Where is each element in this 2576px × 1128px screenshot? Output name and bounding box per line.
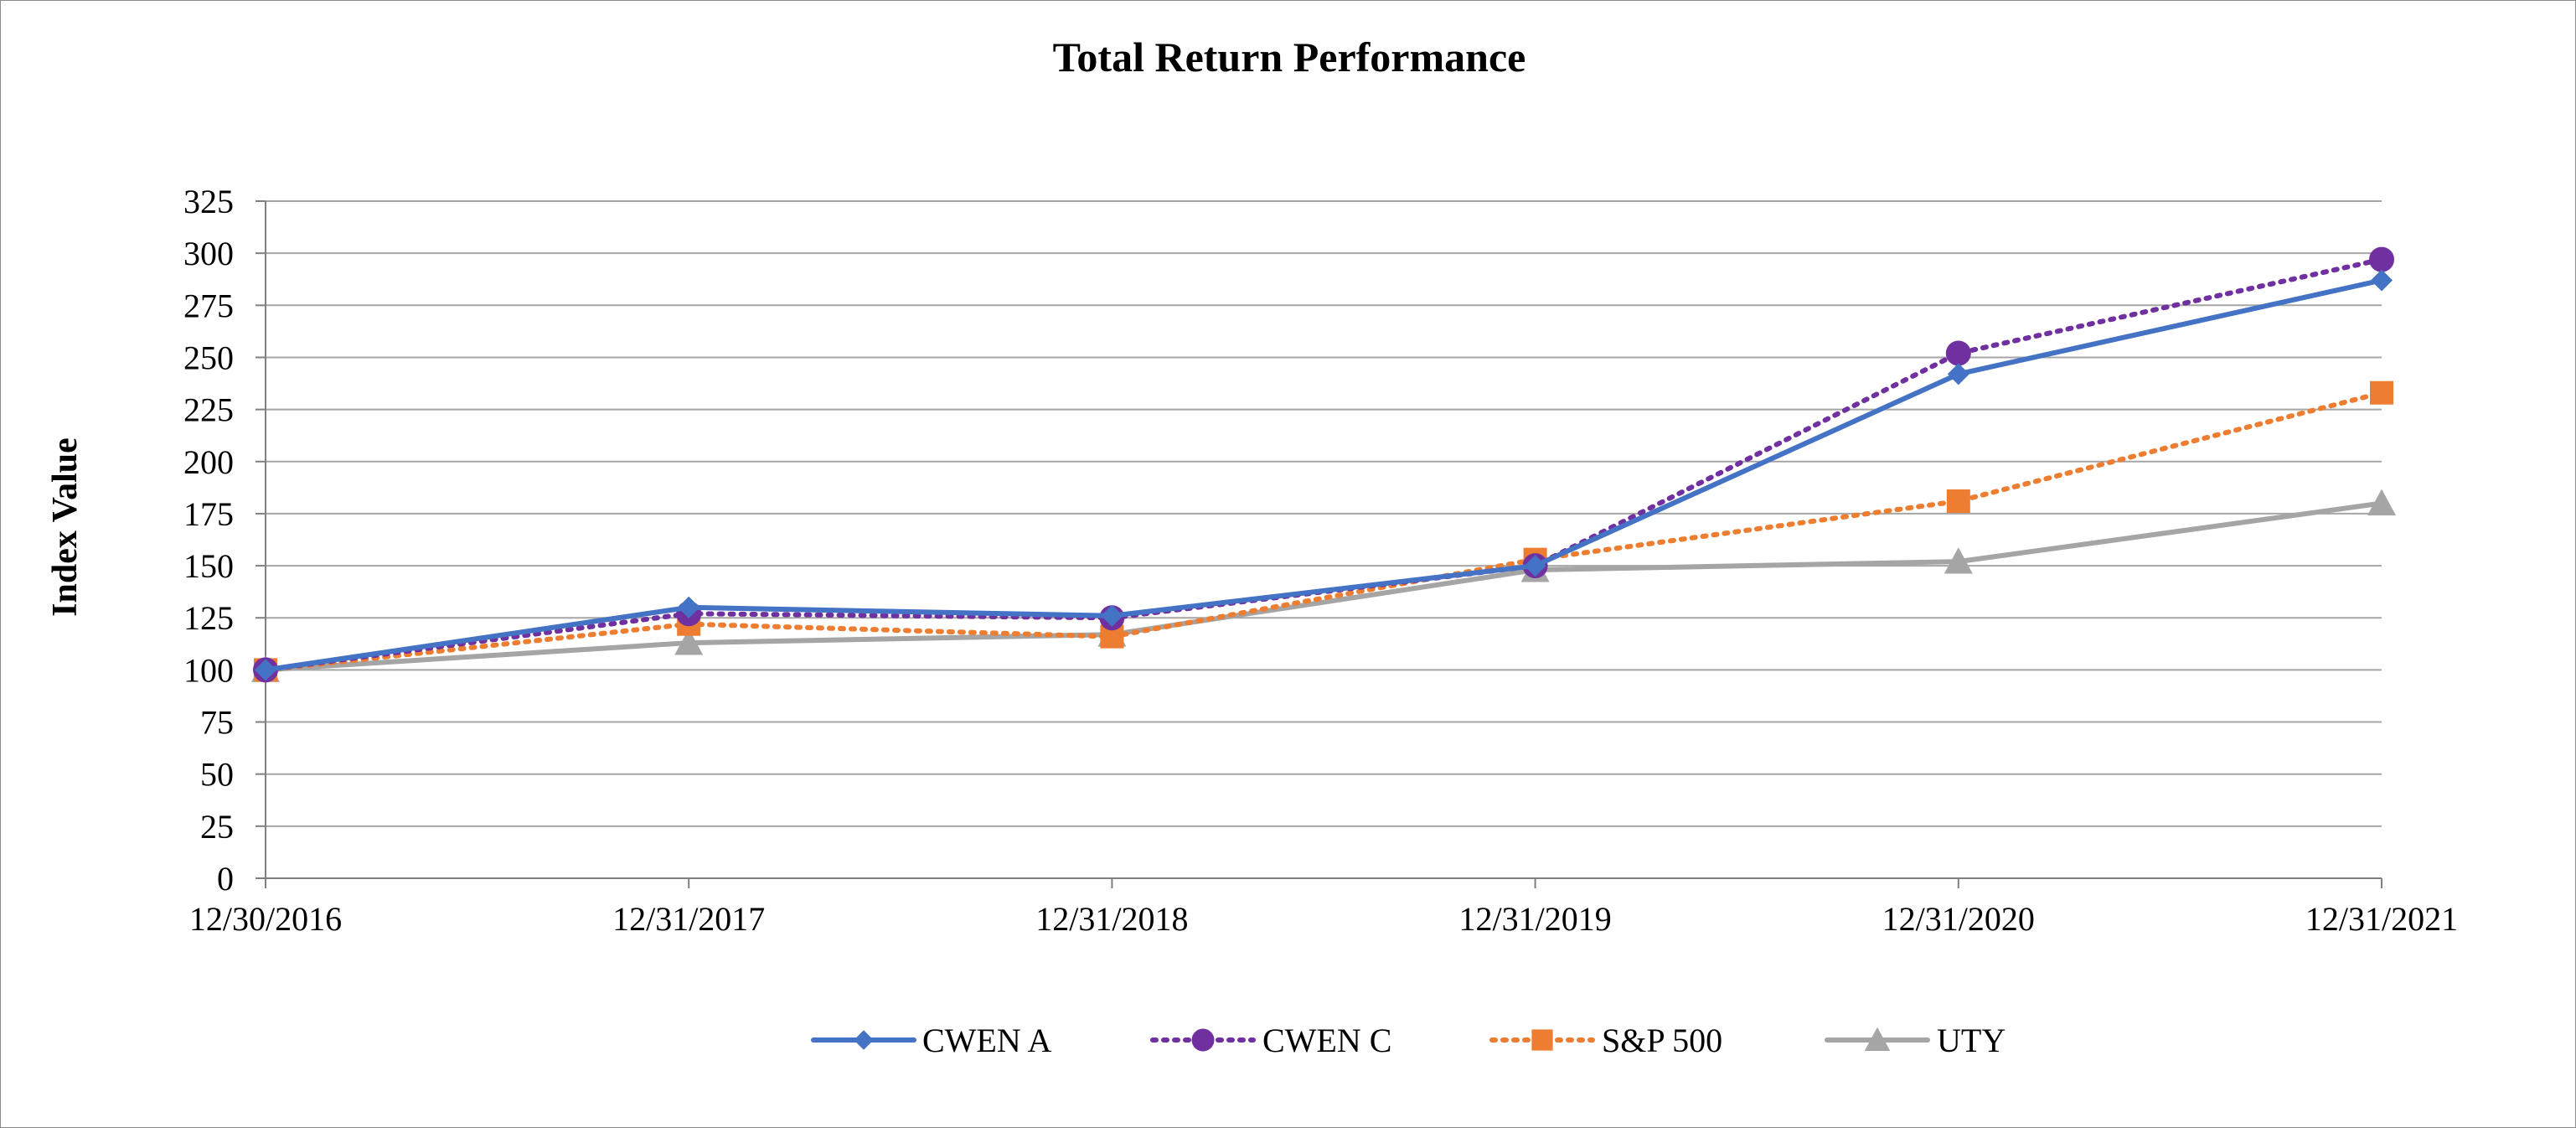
legend-marker-s-p-500: [1531, 1029, 1553, 1051]
y-tick-label: 175: [183, 495, 234, 533]
y-tick-label: 325: [183, 183, 234, 220]
data-point-cwen-a: [2371, 269, 2393, 292]
data-point-cwen-a: [1101, 604, 1123, 627]
x-tick-label: 12/31/2018: [1035, 900, 1188, 938]
gridlines: [266, 200, 2382, 827]
x-tick-labels: 12/30/2016 12/31/2017 12/31/2018 12/31/2019…: [189, 900, 2458, 938]
series-line-s-p-500: [263, 390, 2384, 673]
y-tick-label: 250: [183, 339, 234, 376]
y-tick-label: 0: [217, 860, 234, 898]
data-point-cwen-a: [678, 596, 700, 618]
y-tick-label: 200: [183, 443, 234, 481]
data-point-s-p-500: [1946, 489, 1970, 514]
legend-label-s-p-500: S&P 500: [1602, 1022, 1722, 1059]
y-axis-label: Index Value: [46, 437, 85, 617]
y-tick-label: 75: [200, 704, 234, 742]
y-tick-label: 50: [200, 756, 234, 794]
data-point-cwen-c: [1945, 340, 1971, 366]
y-tick-label: 25: [200, 808, 234, 846]
y-tick-label: 125: [183, 599, 234, 637]
series-line-cwen-c: [263, 256, 2384, 673]
legend-marker-cwen-a: [854, 1030, 874, 1050]
y-tick-label: 100: [183, 651, 234, 689]
legend-marker-uty: [1864, 1027, 1891, 1052]
data-point-uty: [1944, 547, 1973, 574]
series-line-uty: [263, 500, 2384, 673]
y-tick-label: 225: [183, 391, 234, 429]
x-tick-label: 12/31/2017: [612, 900, 765, 938]
x-tick-label: 12/30/2016: [189, 900, 342, 938]
chart-title: Total Return Performance: [1053, 34, 1526, 80]
x-tick-label: 12/31/2021: [2305, 900, 2458, 938]
data-point-cwen-c: [2369, 246, 2394, 272]
series-line-cwen-a: [263, 277, 2384, 673]
x-tick-label: 12/31/2020: [1882, 900, 2035, 938]
legend-marker-cwen-c: [1191, 1028, 1215, 1052]
data-point-uty: [674, 629, 704, 655]
axes: [256, 200, 2382, 888]
data-point-uty: [2367, 489, 2396, 515]
data-point-cwen-a: [1947, 363, 1969, 385]
y-tick-label: 300: [183, 235, 234, 272]
y-tick-labels: 0 25 50 75 100 125 150 175 200 225 250 275 300 325: [183, 183, 234, 898]
data-point-s-p-500: [2370, 380, 2393, 405]
data-point-cwen-a: [255, 659, 276, 681]
series-lines: [251, 246, 2396, 683]
y-tick-label: 150: [183, 547, 234, 585]
x-tick-label: 12/31/2019: [1458, 900, 1611, 938]
legend-label-cwen-c: CWEN C: [1262, 1022, 1391, 1059]
legend-label-cwen-a: CWEN A: [922, 1022, 1052, 1059]
legend: CWEN A CWEN C S&P 500 UTY: [811, 1022, 2006, 1059]
legend-label-uty: UTY: [1937, 1022, 2006, 1059]
data-point-cwen-a: [1524, 555, 1546, 577]
y-tick-label: 275: [183, 287, 234, 324]
